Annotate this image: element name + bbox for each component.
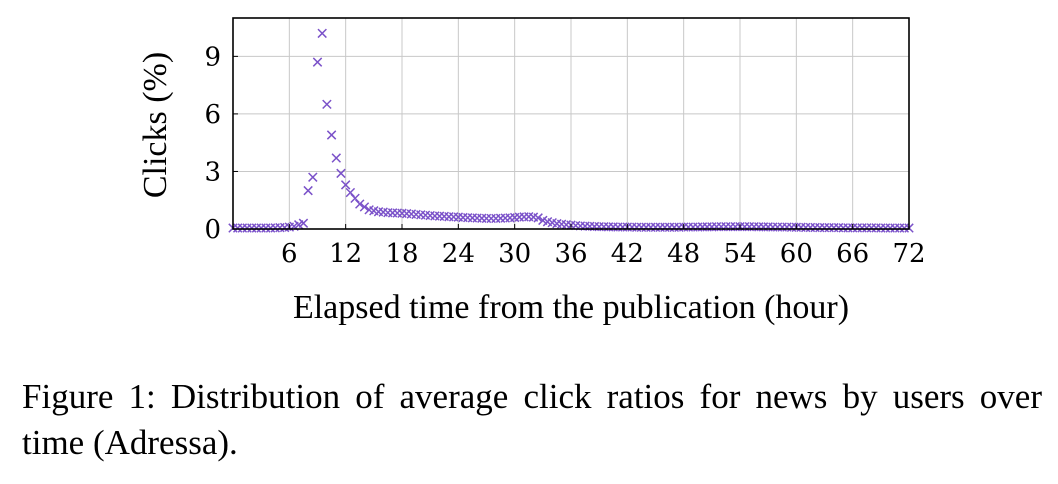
data-point [636,222,647,233]
data-point [303,185,313,196]
data-point [890,223,900,233]
data-point [312,57,323,67]
data-point [359,202,370,212]
data-point [899,223,910,233]
x-tick-label: 54 [723,239,756,269]
data-point [805,222,816,233]
data-point [669,222,680,233]
data-point [843,223,853,233]
data-point [866,223,877,233]
data-point [815,222,825,233]
data-point [885,223,895,233]
data-point [331,153,342,163]
figure-caption: Figure 1: Distribution of average click … [22,377,1042,462]
x-tick-label: 18 [385,239,418,269]
data-point [772,222,783,232]
data-point [800,222,811,233]
data-point [631,222,642,233]
data-point [242,223,252,233]
data-point [251,223,262,233]
data-point [862,223,872,233]
data-point [613,222,623,232]
x-tick-label: 36 [554,239,587,269]
data-point [758,222,769,232]
data-point [655,222,665,233]
data-point [683,222,694,232]
y-tick-labels: 0 3 6 9 [204,42,238,245]
x-tick-label: 24 [442,239,475,269]
data-point [481,213,492,224]
data-point [824,222,834,233]
data-point [317,28,327,39]
data-point [880,223,891,233]
data-point [486,213,496,224]
y-tick-label: 9 [204,42,221,72]
data-point [697,222,708,232]
y-tick-label: 6 [204,100,221,130]
x-tick-labels: 6 12 18 24 30 36 42 48 54 60 66 72 [281,224,926,269]
x-tick-label: 12 [329,239,362,269]
x-tick-label: 60 [780,239,813,269]
y-axis-label: Clicks (%) [137,52,174,198]
x-tick-label: 30 [498,239,531,269]
data-point [768,222,778,232]
data-point [702,222,712,232]
data-point [256,223,266,233]
data-point [660,222,670,233]
y-tick-label: 3 [204,157,221,187]
data-points [228,28,914,233]
data-point [603,222,614,232]
data-point [777,222,787,232]
data-point [754,222,764,232]
data-point [688,222,698,232]
data-point [819,222,830,233]
x-tick-label: 72 [892,239,925,269]
data-point [857,223,867,233]
data-point [308,172,318,182]
data-point [237,223,248,233]
data-point [247,223,257,233]
data-point [355,199,365,209]
data-point [340,180,351,190]
data-point [232,223,243,233]
data-point [646,222,656,233]
data-point [298,218,309,228]
data-point [641,222,651,233]
data-point [326,130,337,140]
x-tick-label: 66 [836,239,869,269]
data-point [876,223,886,233]
x-tick-label: 42 [611,239,644,269]
data-point [533,213,543,223]
data-point [786,222,797,233]
grid-lines [233,18,910,230]
data-point [852,223,863,233]
data-point [617,222,628,232]
data-point [829,222,839,233]
data-point [838,223,849,233]
data-point [650,222,661,233]
x-axis-label: Elapsed time from the publication (hour) [293,289,849,326]
data-point [322,99,332,110]
data-point [261,223,271,233]
x-tick-label: 6 [281,239,298,269]
data-point [336,168,346,179]
data-point [664,222,675,233]
x-tick-label: 48 [667,239,700,269]
y-tick-label: 0 [204,215,221,245]
data-point [894,223,905,233]
